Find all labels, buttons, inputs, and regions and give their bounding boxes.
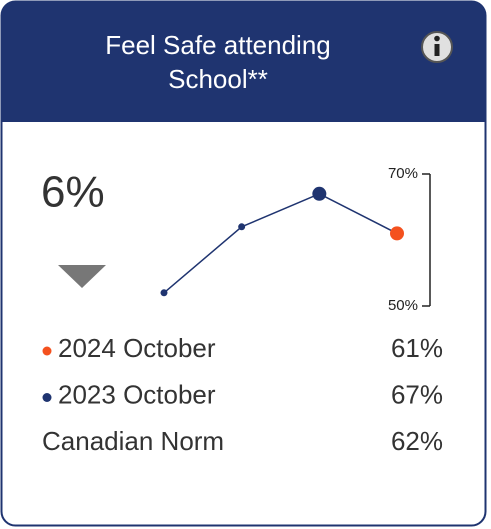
sparkline: 50% 70% — [160, 165, 431, 314]
row-value: 62% — [391, 426, 443, 456]
row-label: 2023 October — [58, 379, 216, 409]
row-label: Canadian Norm — [42, 426, 224, 456]
row-dot — [42, 393, 52, 402]
row-dot — [42, 346, 52, 356]
rows: 2024 October 61% 2023 October 67% Canadian N… — [42, 333, 443, 456]
row-value: 61% — [391, 333, 443, 363]
info-button[interactable] — [421, 31, 453, 63]
point — [312, 186, 327, 201]
point — [390, 226, 404, 241]
down-arrow — [58, 265, 106, 288]
info-dot — [434, 35, 440, 42]
info-stem — [434, 44, 440, 56]
point — [160, 289, 168, 297]
row-label: 2024 October — [58, 333, 216, 363]
change-value: 6% — [41, 168, 105, 217]
line — [163, 192, 398, 294]
y-tick-label: 70% — [388, 165, 418, 182]
y-tick-label: 50% — [388, 297, 418, 314]
card-header — [1, 1, 486, 122]
point — [238, 223, 246, 231]
row-value: 67% — [391, 379, 443, 409]
header-title: School** — [168, 64, 268, 94]
header-title: Feel Safe attending — [105, 30, 331, 60]
